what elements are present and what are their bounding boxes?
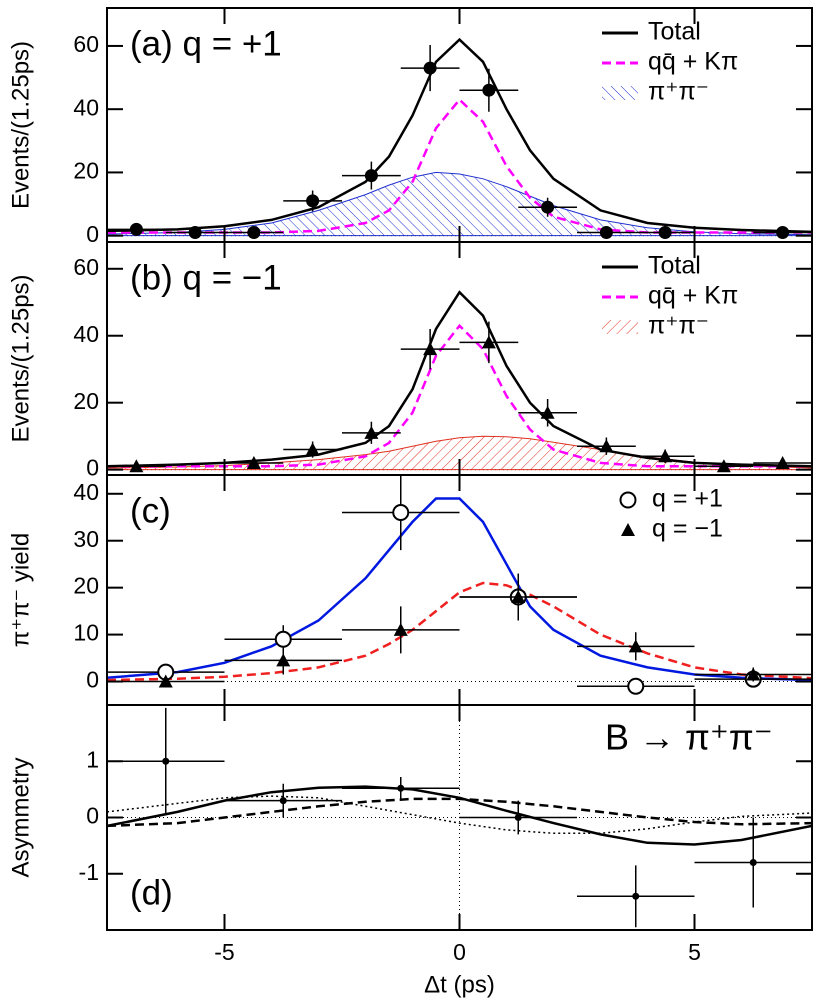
curve: [107, 323, 812, 468]
y-tick-label: 20: [73, 158, 99, 184]
y-tick-label: 40: [73, 479, 99, 505]
panel-title: (a) q = +1: [130, 24, 282, 63]
legend-swatch: [602, 320, 638, 334]
marker: [749, 859, 757, 866]
marker: [775, 455, 790, 469]
marker: [746, 667, 761, 681]
marker: [246, 455, 261, 469]
marker: [599, 439, 614, 453]
panel-title: (d): [130, 873, 173, 912]
y-tick-label: 0: [86, 803, 99, 829]
legend-label: qq̄ + Kπ: [648, 48, 738, 76]
marker: [423, 342, 438, 356]
y-tick-label: 0: [86, 221, 99, 247]
annotation: B → π⁺π⁻: [605, 717, 773, 758]
curve: [107, 581, 812, 682]
marker: [658, 226, 672, 240]
y-tick-label: 1: [86, 746, 99, 772]
marker: [632, 892, 640, 900]
curve: [107, 795, 812, 835]
panel: [107, 705, 812, 930]
y-axis-label: Events/(1.25ps): [7, 41, 34, 209]
y-tick-label: 20: [73, 388, 99, 414]
legend-label: π⁺π⁻: [648, 312, 709, 340]
marker: [482, 83, 496, 97]
y-tick-label: 40: [73, 94, 99, 120]
legend-label: π⁺π⁻: [648, 78, 709, 106]
marker: [129, 222, 143, 236]
y-tick-label: 30: [73, 526, 99, 552]
marker: [274, 630, 292, 648]
x-tick-label: 5: [688, 939, 701, 965]
curve: [107, 290, 812, 468]
marker: [279, 797, 287, 805]
x-axis-label: Δt (ps): [424, 971, 495, 998]
panel-title: (c): [130, 491, 171, 530]
y-axis-label: Events/(1.25ps): [7, 274, 34, 442]
y-tick-label: 20: [73, 573, 99, 599]
legend-label: q = −1: [652, 515, 723, 543]
marker: [393, 622, 408, 636]
marker: [658, 449, 673, 463]
marker: [276, 653, 291, 667]
panel-title: (b) q = −1: [130, 258, 282, 297]
y-tick-label: 40: [73, 321, 99, 347]
marker: [397, 784, 405, 792]
marker: [247, 226, 261, 240]
legend-swatch: [602, 86, 638, 100]
marker: [423, 61, 437, 75]
y-tick-label: 0: [86, 455, 99, 481]
marker: [514, 814, 522, 821]
marker: [392, 504, 410, 522]
marker: [364, 425, 379, 439]
curve: [107, 497, 812, 682]
marker: [162, 757, 170, 765]
marker: [627, 677, 645, 695]
marker: [305, 442, 320, 456]
legend-label: qq̄ + Kπ: [648, 282, 738, 310]
legend-label: Total: [648, 252, 701, 280]
legend-label: q = +1: [652, 485, 723, 513]
marker: [158, 674, 173, 688]
legend-label: Total: [648, 18, 701, 46]
marker: [129, 459, 144, 473]
y-tick-label: 10: [73, 620, 99, 646]
marker: [776, 226, 790, 240]
marker: [306, 194, 320, 208]
x-tick-label: 0: [453, 939, 466, 965]
y-tick-label: 60: [73, 254, 99, 280]
y-tick-label: 0: [86, 667, 99, 693]
marker: [716, 459, 731, 473]
marker: [511, 590, 526, 604]
marker: [481, 335, 496, 349]
curve: [107, 785, 812, 846]
marker: [364, 169, 378, 183]
marker: [628, 639, 643, 653]
panel: [107, 475, 812, 695]
x-tick-label: -5: [214, 939, 234, 965]
marker: [540, 405, 555, 419]
marker: [599, 226, 613, 240]
marker: [619, 491, 637, 509]
y-tick-label: -1: [79, 859, 99, 885]
curve: [107, 37, 812, 234]
y-tick-label: 60: [73, 31, 99, 57]
panel: [107, 37, 812, 240]
y-axis-label: Asymmetry: [7, 758, 34, 878]
marker: [541, 200, 555, 214]
marker: [188, 226, 202, 240]
y-axis-label: π⁺π⁻ yield: [7, 533, 34, 647]
marker: [621, 523, 635, 536]
area: [107, 435, 812, 471]
